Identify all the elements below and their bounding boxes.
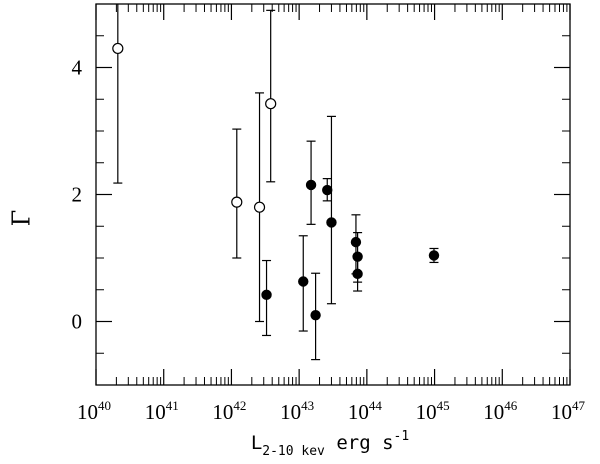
y-axis-label: Γ: [8, 210, 36, 227]
data-point-filled: [326, 217, 337, 228]
x-tick-label: 1047: [551, 398, 586, 424]
data-point-filled: [322, 184, 333, 196]
x-axis-label-sub: 2-10 kev: [262, 444, 325, 459]
data-point-filled: [298, 276, 309, 287]
data-point-filled: [352, 268, 363, 280]
ticks-layer: [95, 3, 571, 386]
x-axis-label-unit-sup: -1: [394, 429, 410, 444]
y-tick-label: 2: [72, 183, 83, 207]
data-point-filled: [428, 250, 440, 261]
x-tick-label: 1043: [280, 398, 314, 424]
data-point-filled: [352, 251, 363, 262]
x-axis-label-unit: erg s: [325, 432, 394, 454]
data-point-filled: [305, 179, 317, 191]
y-tick-label: 0: [72, 310, 83, 334]
x-tick-label: 1040: [77, 398, 111, 424]
data-point-open: [265, 98, 277, 110]
y-tick-label: 4: [72, 56, 83, 80]
data-point-open: [231, 196, 243, 208]
x-tick-label: 1042: [212, 398, 246, 424]
data-point-open: [253, 201, 266, 213]
plot-frame: [95, 3, 571, 386]
x-tick-labels: 1040 1041 1042 1043 1044 1045 1046 1047: [77, 398, 586, 424]
y-tick-labels: 0 2 4: [72, 56, 83, 334]
data-point-filled: [310, 309, 321, 321]
x-axis-label-main: L: [251, 432, 262, 454]
x-axis-label: L2-10 kev erg s-1: [251, 429, 409, 459]
x-tick-label: 1045: [416, 398, 450, 424]
data-point-open: [112, 42, 124, 55]
point-layer: [112, 42, 440, 321]
data-point-filled: [261, 289, 272, 301]
x-tick-label: 1044: [348, 398, 383, 424]
x-tick-label: 1046: [483, 398, 518, 424]
errorbar-layer: [113, 4, 439, 361]
x-tick-label: 1041: [145, 398, 179, 424]
data-point-filled: [350, 236, 362, 248]
